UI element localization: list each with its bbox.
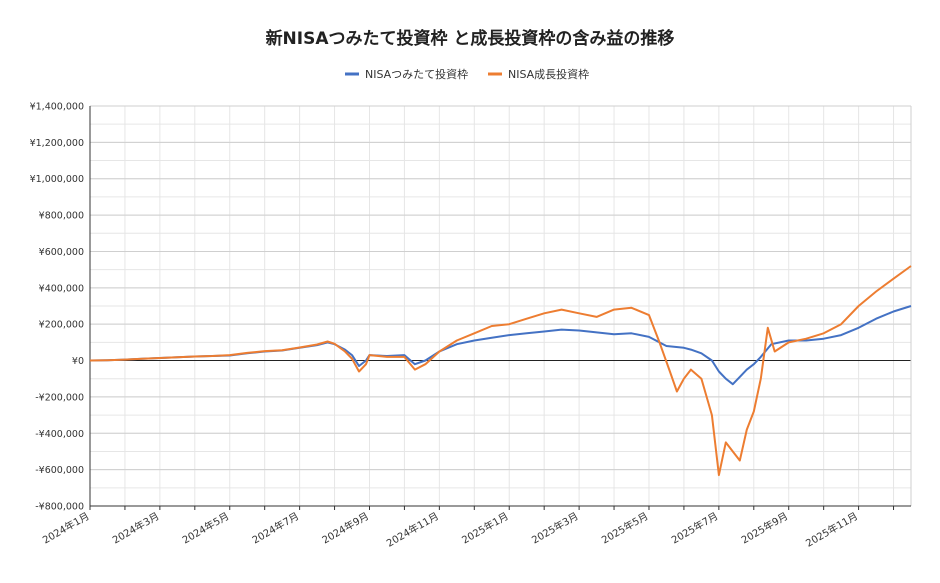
- y-tick-label: -¥200,000: [35, 392, 84, 403]
- y-tick-label: ¥400,000: [39, 283, 84, 294]
- series-line-0: [89, 305, 912, 386]
- y-tick-label: ¥1,200,000: [30, 138, 84, 149]
- y-tick-label: -¥800,000: [35, 502, 84, 513]
- x-tick-label: 2024年11月: [384, 509, 441, 549]
- x-tick-label: 2024年9月: [320, 509, 371, 546]
- y-tick-label: ¥0: [72, 356, 84, 367]
- y-tick-label: ¥200,000: [39, 320, 84, 331]
- x-tick-label: 2025年11月: [803, 509, 860, 549]
- y-tick-label: ¥800,000: [39, 211, 84, 222]
- x-tick-label: 2025年7月: [669, 509, 720, 546]
- legend: NISAつみたて投資枠 NISA成長投資枠: [345, 67, 589, 81]
- x-tick-label: 2024年1月: [40, 509, 91, 546]
- y-tick-label: -¥600,000: [35, 465, 84, 476]
- series-line-1: [89, 265, 912, 477]
- gridlines: [89, 105, 912, 507]
- series-lines: [89, 265, 912, 477]
- x-tick-label: 2025年1月: [459, 509, 510, 546]
- y-tick-label: ¥600,000: [39, 247, 84, 258]
- x-tick-label: 2024年3月: [110, 509, 161, 546]
- legend-label: NISAつみたて投資枠: [365, 67, 468, 81]
- legend-label: NISA成長投資枠: [508, 67, 589, 81]
- x-tick-label: 2025年3月: [529, 509, 580, 546]
- y-tick-label: ¥1,000,000: [30, 174, 84, 185]
- x-tick-label: 2025年9月: [739, 509, 790, 546]
- y-tick-label: -¥400,000: [35, 429, 84, 440]
- y-tick-label: ¥1,400,000: [30, 102, 84, 113]
- y-axis: -¥800,000 -¥600,000 -¥400,000 -¥200,000 ¥0 ¥2…: [30, 102, 91, 513]
- x-tick-label: 2024年5月: [180, 509, 231, 546]
- x-axis: 2024年1月 2024年3月 2024年5月 2024年7月 2024年9月 2024年…: [40, 505, 911, 550]
- chart-title: 新NISAつみたて投資枠 と成長投資枠の含み益の推移: [266, 28, 675, 49]
- x-tick-label: 2024年7月: [250, 509, 301, 546]
- x-tick-label: 2025年5月: [599, 509, 650, 546]
